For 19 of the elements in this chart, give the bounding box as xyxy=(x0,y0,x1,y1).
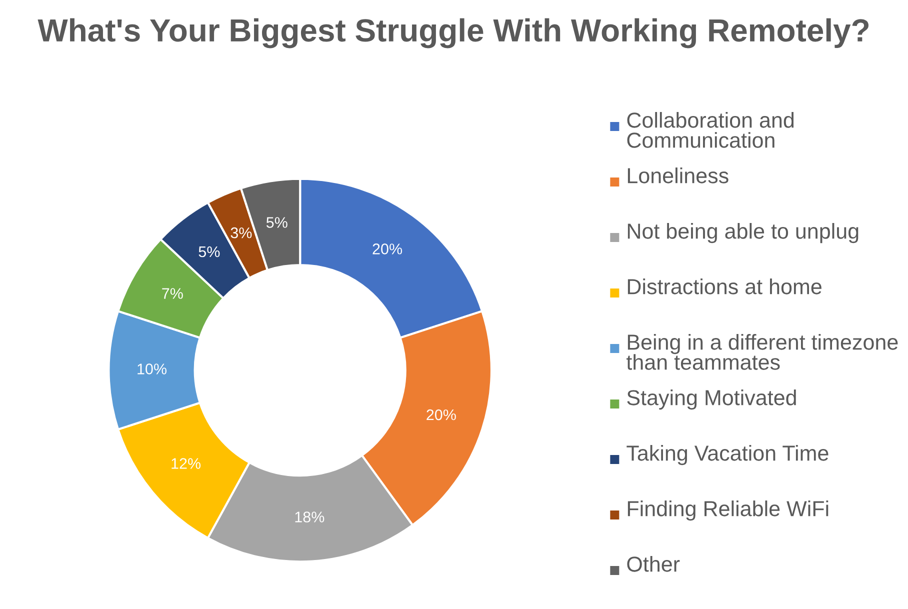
legend-label: Other xyxy=(627,556,680,572)
data-label: 5% xyxy=(266,217,288,228)
legend-label: Staying Motivated xyxy=(627,390,796,410)
chart-title: What's Your Biggest Struggle With Working Remotely? xyxy=(38,18,868,48)
data-label: 20% xyxy=(426,409,456,420)
legend-label: Not being able to unplug xyxy=(628,223,858,244)
legend-label: Distractions at home xyxy=(628,278,822,294)
data-label: 7% xyxy=(162,288,183,299)
data-label: 3% xyxy=(230,227,252,238)
legend-label: Finding Reliable WiFi xyxy=(628,500,828,521)
data-label: 18% xyxy=(295,512,324,522)
data-label: 10% xyxy=(138,364,167,374)
data-label: 5% xyxy=(198,246,220,258)
legend-label: Loneliness xyxy=(628,168,728,184)
legend-label: Being in a different timezone than teammates xyxy=(626,334,898,370)
legend-label: Collaboration and Communication xyxy=(627,112,794,148)
data-label: 20% xyxy=(372,244,402,254)
legend-label: Taking Vacation Time xyxy=(626,445,828,466)
data-label: 12% xyxy=(172,458,201,469)
